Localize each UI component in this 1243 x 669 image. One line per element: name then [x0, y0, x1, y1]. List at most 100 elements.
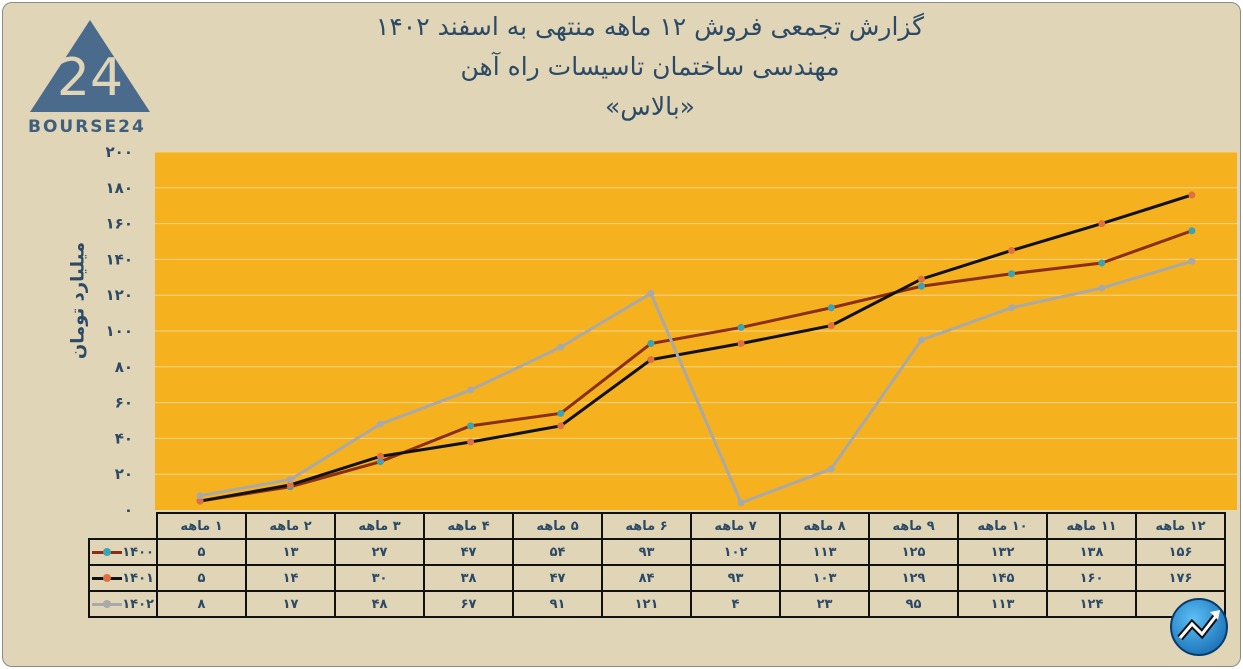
- data-label: ۲۷: [334, 538, 425, 566]
- logo-text: BOURSE24: [28, 117, 146, 137]
- y-axis-label: میلیارد تومان: [67, 241, 89, 360]
- data-label: ۱۶۰: [1046, 564, 1137, 592]
- data-label: ۱۲۴: [1046, 590, 1137, 618]
- bourse24-logo-icon: 24: [30, 20, 150, 112]
- x-tick-label: ۳ ماهه: [334, 512, 425, 540]
- series-line-0: [199, 229, 1193, 503]
- data-label: ۹۵: [868, 590, 959, 618]
- data-label: ۸: [156, 590, 247, 618]
- chart-title-line1: گزارش تجمعی فروش ۱۲ ماهه منتهی به اسفند …: [375, 12, 925, 41]
- data-point-1: [1098, 220, 1106, 228]
- chart-title-line2: مهندسی ساختمان تاسیسات راه آهن: [460, 52, 840, 81]
- svg-text:24: 24: [57, 48, 123, 108]
- x-tick-label: ۱ ماهه: [156, 512, 247, 540]
- y-tick-label: ۱۸۰: [106, 179, 133, 197]
- data-label: ۳۸: [423, 564, 514, 592]
- data-point-1: [647, 356, 655, 364]
- data-point-0: [557, 409, 565, 417]
- legend-entry: ۱۴۰۰: [88, 538, 158, 566]
- data-point-1: [827, 322, 835, 330]
- chart-title-line3: «بالاس»: [605, 92, 695, 121]
- x-tick-label: ۴ ماهه: [423, 512, 514, 540]
- y-tick-label: ۱۰۰: [106, 322, 133, 340]
- data-point-2: [286, 476, 294, 484]
- data-label: ۱۷۶: [1135, 564, 1226, 592]
- data-table: ۱ ماهه ۲ ماهه ۳ ماهه ۴ ماهه ۵ ماهه ۶ ماهه ۷ ما…: [88, 512, 1226, 618]
- table-row: ۱۴۰۰ ۵ ۱۳ ۲۷ ۴۷ ۵۴ ۹۳ ۱۰۲ ۱۱۳ ۱۲۵ ۱۳۲ ۱۳۸ ۱۵۶: [88, 538, 1226, 566]
- y-tick-label: ۴۰: [115, 429, 133, 447]
- y-tick-label: ۶۰: [115, 394, 133, 412]
- data-label: ۵۴: [512, 538, 603, 566]
- data-label: ۴۷: [423, 538, 514, 566]
- data-point-2: [827, 465, 835, 473]
- x-tick-label: ۹ ماهه: [868, 512, 959, 540]
- table-row: ۱۴۰۱ ۵ ۱۴ ۳۰ ۳۸ ۴۷ ۸۴ ۹۳ ۱۰۳ ۱۲۹ ۱۴۵ ۱۶۰ ۱۷۶: [88, 564, 1226, 592]
- x-tick-label: ۷ ماهه: [690, 512, 781, 540]
- x-tick-label: ۸ ماهه: [779, 512, 870, 540]
- data-label: ۱۱۳: [957, 590, 1048, 618]
- data-point-0: [376, 458, 384, 466]
- data-point-1: [467, 438, 475, 446]
- data-label: ۶۷: [423, 590, 514, 618]
- data-point-0: [917, 282, 925, 290]
- data-point-0: [827, 304, 835, 312]
- data-label: ۱۲۵: [868, 538, 959, 566]
- data-label: ۱۲۱: [601, 590, 692, 618]
- table-corner: [89, 513, 157, 540]
- legend-label: ۱۴۰۱: [122, 570, 154, 586]
- data-label: ۹۳: [601, 538, 692, 566]
- data-point-2: [737, 499, 745, 507]
- data-label: ۱۱۳: [779, 538, 870, 566]
- data-label: ۹۱: [512, 590, 603, 618]
- data-point-0: [1188, 227, 1196, 235]
- data-point-0: [737, 323, 745, 331]
- x-tick-label: ۵ ماهه: [512, 512, 603, 540]
- data-point-0: [1098, 259, 1106, 267]
- data-label: ۱۳۲: [957, 538, 1048, 566]
- data-point-0: [647, 340, 655, 348]
- data-point-2: [467, 386, 475, 394]
- data-label: ۱۴: [245, 564, 336, 592]
- data-point-2: [376, 420, 384, 428]
- x-tick-label: ۱۱ ماهه: [1046, 512, 1137, 540]
- data-label: ۹۳: [690, 564, 781, 592]
- data-point-1: [917, 275, 925, 283]
- data-point-1: [196, 497, 204, 505]
- legend-label: ۱۴۰۲: [122, 596, 154, 612]
- data-label: ۴: [690, 590, 781, 618]
- data-point-1: [1188, 191, 1196, 199]
- legend-entry: ۱۴۰۲: [88, 590, 158, 618]
- data-label: ۱۳: [245, 538, 336, 566]
- y-tick-label: ۰: [124, 501, 133, 519]
- x-tick-label: ۲ ماهه: [245, 512, 336, 540]
- y-tick-label: ۱۲۰: [106, 286, 133, 304]
- data-label: ۵: [156, 538, 247, 566]
- y-tick-label: ۲۰۰: [106, 143, 133, 161]
- data-label: ۱۴۵: [957, 564, 1048, 592]
- legend-entry: ۱۴۰۱: [88, 564, 158, 592]
- data-point-2: [557, 343, 565, 351]
- data-point-1: [286, 481, 294, 489]
- data-label: ۱۷: [245, 590, 336, 618]
- data-point-0: [467, 422, 475, 430]
- data-label: ۱۰۳: [779, 564, 870, 592]
- data-point-2: [647, 289, 655, 297]
- y-tick-label: ۱۴۰: [106, 250, 133, 268]
- data-label: ۴۷: [512, 564, 603, 592]
- y-tick-label: ۸۰: [115, 358, 133, 376]
- legend-label: ۱۴۰۰: [122, 544, 154, 560]
- data-point-1: [737, 340, 745, 348]
- data-point-2: [1008, 304, 1016, 312]
- y-tick-label: ۲۰: [115, 465, 133, 483]
- data-point-1: [557, 422, 565, 430]
- data-label: ۴۸: [334, 590, 425, 618]
- legend-swatch: [92, 547, 123, 556]
- legend-swatch: [92, 599, 123, 608]
- table-row: ۱۴۰۲ ۸ ۱۷ ۴۸ ۶۷ ۹۱ ۱۲۱ ۴ ۲۳ ۹۵ ۱۱۳ ۱۲۴: [88, 590, 1226, 618]
- x-tick-label: ۱۰ ماهه: [957, 512, 1048, 540]
- trend-badge-icon: [1170, 598, 1228, 656]
- data-point-0: [1008, 270, 1016, 278]
- legend-swatch: [92, 573, 123, 582]
- data-label: ۱۲۹: [868, 564, 959, 592]
